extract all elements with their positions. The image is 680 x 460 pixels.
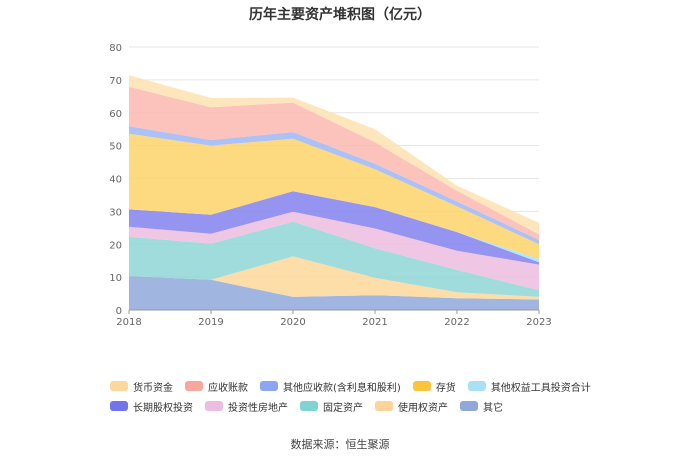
- legend-swatch: [185, 381, 203, 391]
- legend-label: 货币资金: [133, 382, 173, 394]
- area-series-2: [129, 221, 539, 297]
- legend-item[interactable]: 其他应收款(含利息和股利): [260, 379, 401, 394]
- legend-item[interactable]: 使用权资产: [375, 399, 448, 414]
- legend-item[interactable]: 存货: [412, 379, 456, 394]
- legend-label: 其他应收款(含利息和股利): [283, 382, 401, 394]
- x-tick-label: 2020: [280, 317, 305, 328]
- legend-swatch: [460, 401, 478, 411]
- legend-item[interactable]: 货币资金: [110, 379, 173, 394]
- legend-swatch: [110, 401, 128, 411]
- legend-swatch: [375, 401, 393, 411]
- y-tick-label: 50: [109, 142, 122, 153]
- area-series-8: [129, 86, 539, 240]
- x-tick-label: 2022: [444, 317, 469, 328]
- y-tick-label: 20: [109, 240, 122, 251]
- y-tick-label: 0: [116, 306, 122, 317]
- legend-item[interactable]: 其它: [460, 399, 503, 414]
- y-tick-label: 60: [109, 109, 122, 120]
- legend-row-2: 长期股权投资 投资性房地产 固定资产 使用权资产 其它: [110, 396, 590, 416]
- legend-label: 投资性房地产: [228, 402, 288, 414]
- legend-item[interactable]: 固定资产: [300, 399, 363, 414]
- x-tick-label: 2021: [362, 317, 387, 328]
- legend-item[interactable]: 应收账款: [185, 379, 248, 394]
- legend-label: 存货: [435, 382, 456, 394]
- legend: 货币资金 应收账款 其他应收款(含利息和股利) 存货 其他权益工具投资合计 长期股权投资…: [110, 376, 591, 416]
- legend-row-1: 货币资金 应收账款 其他应收款(含利息和股利) 存货 其他权益工具投资合计: [110, 376, 591, 396]
- legend-label: 其他权益工具投资合计: [490, 382, 591, 394]
- legend-item[interactable]: 其他权益工具投资合计: [467, 379, 591, 394]
- y-tick-label: 30: [109, 207, 122, 218]
- area-series-7: [129, 126, 539, 245]
- area-series-0: [129, 276, 539, 310]
- x-tick-label: 2019: [198, 317, 223, 328]
- legend-swatch: [300, 401, 318, 411]
- y-tick-label: 10: [109, 273, 122, 284]
- legend-swatch: [260, 381, 278, 391]
- area-series-3: [129, 211, 539, 291]
- legend-swatch: [205, 401, 223, 411]
- legend-swatch: [412, 381, 431, 391]
- legend-swatch: [110, 381, 128, 391]
- y-tick-label: 80: [109, 43, 122, 54]
- area-series-9: [129, 75, 539, 235]
- legend-label: 使用权资产: [398, 402, 448, 414]
- y-tick-label: 40: [109, 175, 122, 186]
- legend-item[interactable]: 投资性房地产: [205, 399, 288, 414]
- y-tick-label: 70: [109, 76, 122, 87]
- legend-swatch: [467, 381, 486, 391]
- legend-label: 应收账款: [208, 382, 248, 394]
- x-tick-label: 2023: [526, 317, 551, 328]
- chart-title: 历年主要资产堆积图（亿元）: [249, 7, 431, 23]
- legend-label: 固定资产: [323, 402, 363, 414]
- legend-label: 其它: [483, 402, 503, 414]
- data-source-note: 数据来源：恒生聚源: [290, 438, 390, 451]
- area-series-1: [129, 256, 539, 300]
- area-series-4: [129, 191, 539, 265]
- area-series-6: [129, 133, 539, 259]
- legend-item[interactable]: 长期股权投资: [110, 399, 193, 414]
- legend-label: 长期股权投资: [133, 402, 193, 414]
- x-tick-label: 2018: [116, 317, 141, 328]
